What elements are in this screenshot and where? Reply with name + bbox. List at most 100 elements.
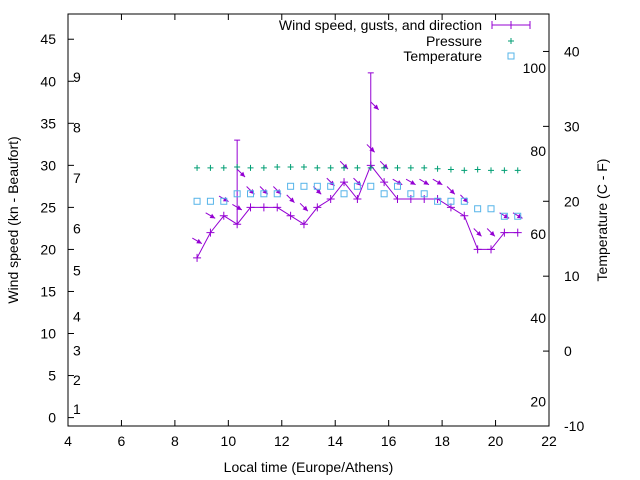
y-left-tick-label: 10	[40, 326, 56, 342]
pressure-point	[287, 164, 294, 171]
wind-speed-point	[380, 178, 389, 187]
x-tick-label: 20	[488, 433, 504, 449]
pressure-point	[407, 164, 414, 171]
y-left-axis-label: Wind speed (kn - Beaufort)	[5, 136, 21, 303]
wind-speed-point	[500, 228, 509, 237]
wind-speed-point	[313, 203, 322, 212]
legend-swatch-marker	[507, 52, 515, 60]
x-tick-label: 16	[381, 433, 397, 449]
x-tick-label: 10	[221, 433, 237, 449]
temperature-point	[367, 182, 375, 190]
wind-speed-point	[219, 211, 228, 220]
wind-speed-point	[286, 211, 295, 220]
wind-speed-point	[513, 228, 522, 237]
temperature-point	[206, 197, 214, 205]
wind-arrow-head	[209, 213, 216, 219]
wind-direction-arrow	[232, 204, 243, 211]
temperature-point	[260, 190, 268, 198]
y-right-tick-label: 10	[564, 268, 580, 284]
temperature-point	[247, 190, 255, 198]
temperature-point	[273, 190, 281, 198]
wind-direction-arrow	[473, 228, 482, 237]
wind-arrow-head	[489, 231, 495, 237]
pressure-point	[501, 167, 508, 174]
fahrenheit-label: 60	[530, 226, 546, 242]
wind-speed-line	[196, 164, 518, 259]
temperature-point	[327, 182, 335, 190]
legend-swatch-marker	[507, 21, 515, 29]
pressure-point	[394, 164, 401, 171]
wind-speed-point	[487, 245, 496, 254]
temperature-point	[460, 197, 468, 205]
pressure-point	[194, 164, 201, 171]
temperature-point	[220, 197, 228, 205]
pressure-point	[367, 164, 374, 171]
beaufort-label: 4	[73, 309, 81, 325]
wind-gust-arrow	[236, 168, 246, 178]
pressure-point	[447, 166, 454, 173]
pressure-point	[220, 164, 227, 171]
pressure-point	[234, 164, 241, 171]
pressure-point	[274, 164, 281, 171]
beaufort-label: 1	[73, 401, 81, 417]
y-left-tick-label: 15	[40, 283, 56, 299]
pressure-point	[327, 164, 334, 171]
wind-speed-point	[259, 203, 268, 212]
wind-arrow-head	[436, 180, 443, 185]
legend-label-0: Wind speed, gusts, and direction	[279, 17, 482, 33]
y-left-tick-label: 30	[40, 157, 56, 173]
wind-direction-arrow	[192, 237, 203, 245]
pressure-point	[461, 167, 468, 174]
wind-speed-point	[206, 228, 215, 237]
y-right-tick-label: 0	[564, 343, 572, 359]
fahrenheit-label: 20	[530, 393, 546, 409]
plot-border	[67, 13, 550, 427]
wind-speed-point	[273, 203, 282, 212]
temperature-point	[447, 197, 455, 205]
pressure-point	[314, 164, 321, 171]
y-right-tick-label: 20	[564, 193, 580, 209]
temperature-point	[287, 182, 295, 190]
y-right-tick-label: -10	[564, 418, 584, 434]
fahrenheit-label: 100	[523, 60, 547, 76]
wind-arrow-head	[289, 197, 295, 203]
wind-arrow-head	[449, 188, 455, 195]
wind-direction-arrow	[419, 178, 430, 186]
wind-direction-arrow	[286, 194, 295, 204]
x-tick-label: 12	[274, 433, 290, 449]
pressure-point	[300, 164, 307, 171]
wind-arrow-head	[239, 171, 246, 178]
beaufort-label: 3	[73, 342, 81, 358]
legend-label-2: Temperature	[403, 48, 482, 64]
pressure-point	[207, 164, 214, 171]
y-left-tick-label: 25	[40, 199, 56, 215]
pressure-point	[434, 165, 441, 172]
wind-speed-point	[299, 220, 308, 229]
y-right-axis-label: Temperature (C - F)	[594, 159, 610, 282]
pressure-point	[488, 167, 495, 174]
temperature-point	[233, 190, 241, 198]
temperature-point	[393, 182, 401, 190]
wind-arrow-head	[410, 180, 416, 185]
pressure-point	[354, 164, 361, 171]
wind-speed-point	[393, 194, 402, 203]
wind-direction-arrow	[366, 144, 376, 153]
wind-speed-point	[353, 194, 362, 203]
x-tick-label: 22	[541, 433, 557, 449]
y-left-tick-label: 35	[40, 115, 56, 131]
wind-arrow-head	[476, 231, 482, 237]
y-right-tick-label: 40	[564, 43, 580, 59]
beaufort-label: 7	[73, 170, 81, 186]
y-right-tick-label: 30	[564, 118, 580, 134]
y-left-tick-label: 5	[48, 368, 56, 384]
pressure-point	[514, 167, 521, 174]
temperature-point	[487, 205, 495, 213]
temperature-point	[300, 182, 308, 190]
temperature-point	[380, 190, 388, 198]
pressure-point	[381, 164, 388, 171]
beaufort-label: 9	[73, 69, 81, 85]
x-tick-label: 6	[118, 433, 126, 449]
wind-direction-arrow	[486, 228, 496, 237]
x-tick-label: 4	[64, 433, 72, 449]
